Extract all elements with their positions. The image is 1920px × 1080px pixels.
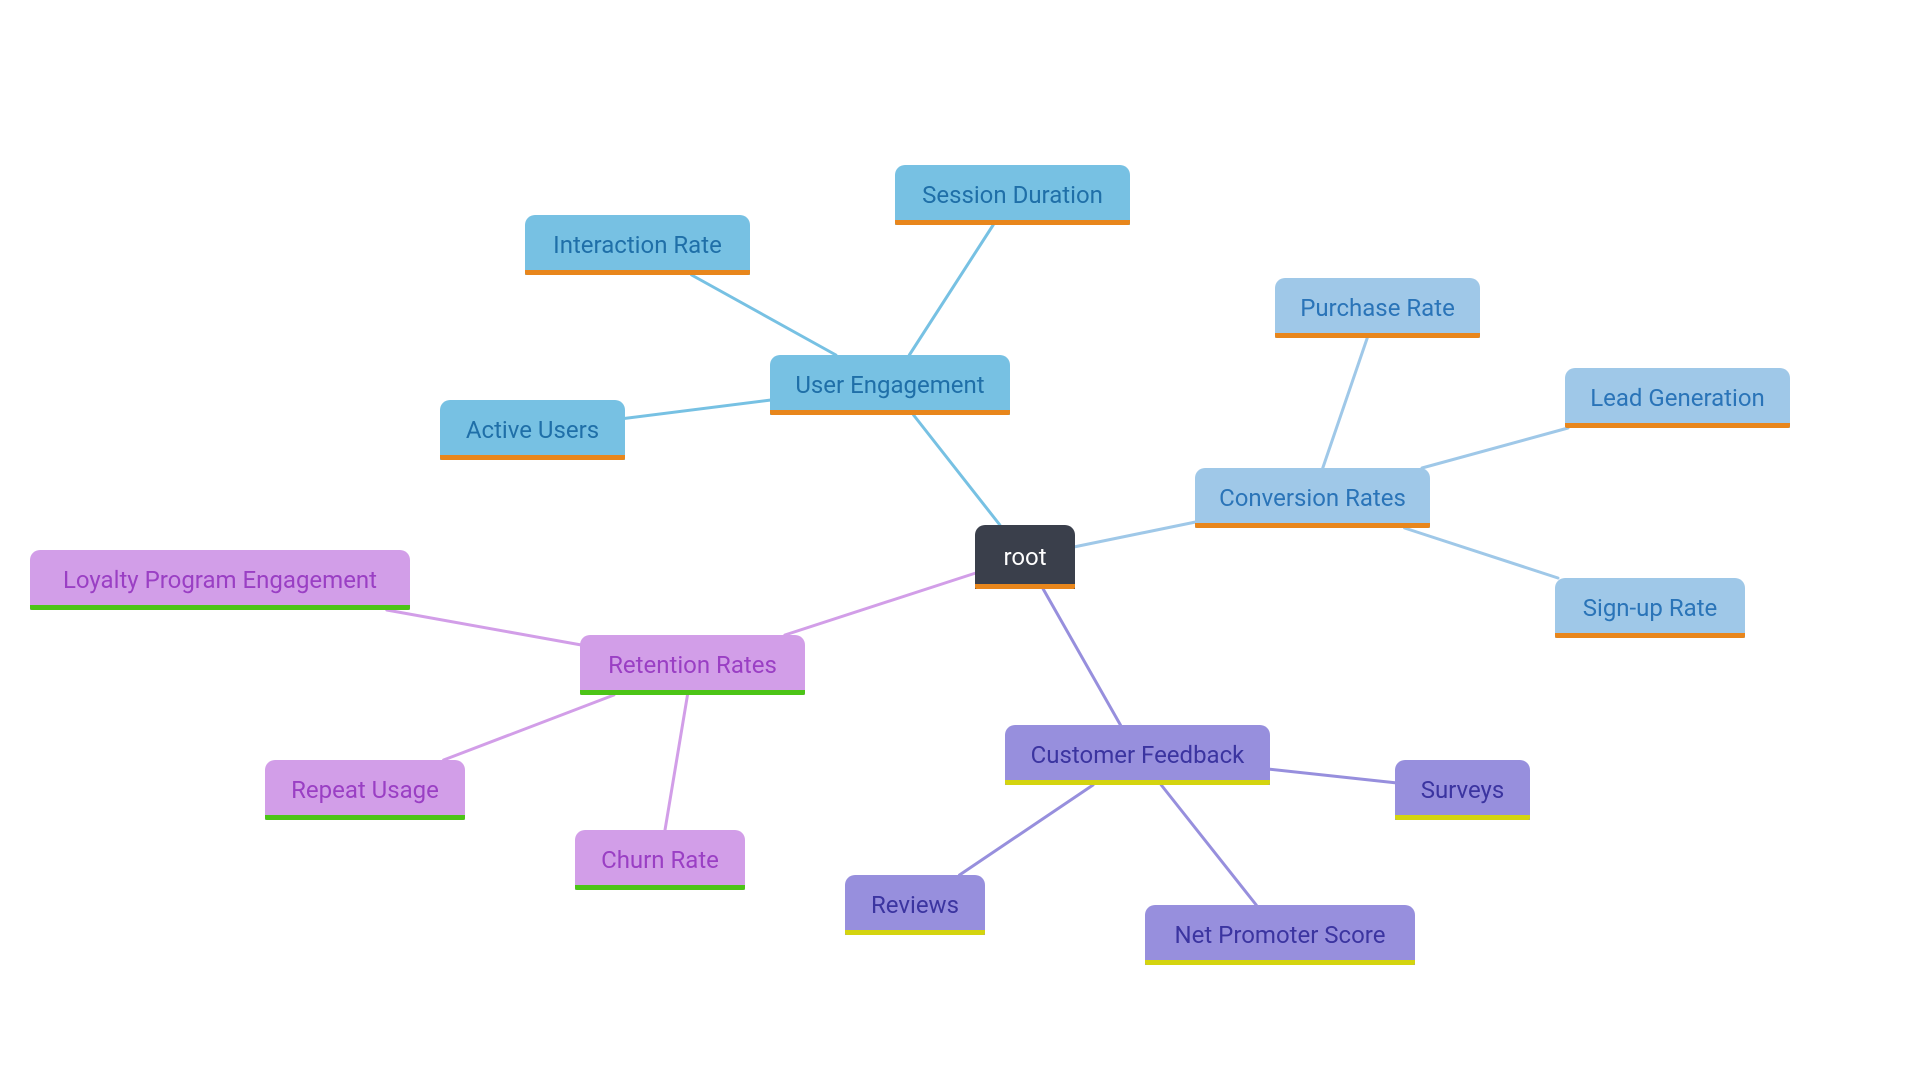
edge: [692, 275, 836, 355]
node-underline: [975, 584, 1075, 589]
node-underline: [845, 930, 985, 935]
node-lead_generation: Lead Generation: [1565, 368, 1790, 428]
node-surveys: Surveys: [1395, 760, 1530, 820]
node-label: Purchase Rate: [1300, 294, 1455, 322]
node-churn_rate: Churn Rate: [575, 830, 745, 890]
edge: [785, 573, 975, 635]
node-label: Net Promoter Score: [1175, 921, 1386, 949]
node-purchase_rate: Purchase Rate: [1275, 278, 1480, 338]
node-underline: [580, 690, 805, 695]
node-label: Surveys: [1421, 776, 1505, 804]
mindmap-canvas: root User Engagement Session Duration Inter…: [0, 0, 1920, 1080]
node-nps: Net Promoter Score: [1145, 905, 1415, 965]
edge: [909, 225, 993, 355]
node-underline: [575, 885, 745, 890]
node-underline: [770, 410, 1010, 415]
edge: [1075, 522, 1195, 547]
node-conversion_rates: Conversion Rates: [1195, 468, 1430, 528]
node-underline: [30, 605, 410, 610]
node-label: Loyalty Program Engagement: [63, 566, 377, 594]
node-underline: [525, 270, 750, 275]
node-retention_rates: Retention Rates: [580, 635, 805, 695]
edge: [1270, 769, 1395, 782]
node-underline: [1145, 960, 1415, 965]
node-active_users: Active Users: [440, 400, 625, 460]
node-underline: [1005, 780, 1270, 785]
node-label: Active Users: [466, 416, 599, 444]
node-underline: [1195, 523, 1430, 528]
edge: [1422, 428, 1568, 468]
node-label: root: [1003, 543, 1046, 571]
node-user_engagement: User Engagement: [770, 355, 1010, 415]
node-reviews: Reviews: [845, 875, 985, 935]
node-label: Sign-up Rate: [1583, 594, 1718, 622]
node-repeat_usage: Repeat Usage: [265, 760, 465, 820]
edge: [1405, 528, 1558, 578]
node-label: User Engagement: [795, 371, 984, 399]
node-label: Customer Feedback: [1031, 741, 1245, 769]
node-root: root: [975, 525, 1075, 589]
node-interaction_rate: Interaction Rate: [525, 215, 750, 275]
node-label: Churn Rate: [601, 846, 719, 874]
edge: [914, 415, 1000, 525]
edge: [1161, 785, 1256, 905]
node-underline: [440, 455, 625, 460]
edge: [665, 695, 688, 830]
node-customer_feedback: Customer Feedback: [1005, 725, 1270, 785]
node-underline: [1395, 815, 1530, 820]
node-underline: [1565, 423, 1790, 428]
node-underline: [1275, 333, 1480, 338]
edge: [1323, 338, 1367, 468]
node-label: Retention Rates: [608, 651, 777, 679]
node-underline: [895, 220, 1130, 225]
node-loyalty: Loyalty Program Engagement: [30, 550, 410, 610]
node-label: Reviews: [871, 891, 959, 919]
node-underline: [265, 815, 465, 820]
node-label: Lead Generation: [1590, 384, 1765, 412]
node-label: Session Duration: [922, 181, 1103, 209]
edge: [387, 610, 580, 645]
node-label: Repeat Usage: [291, 776, 439, 804]
node-signup_rate: Sign-up Rate: [1555, 578, 1745, 638]
node-label: Conversion Rates: [1219, 484, 1406, 512]
edge: [1043, 589, 1120, 725]
node-underline: [1555, 633, 1745, 638]
node-session_duration: Session Duration: [895, 165, 1130, 225]
edge: [444, 695, 614, 760]
edge: [960, 785, 1094, 875]
node-label: Interaction Rate: [553, 231, 722, 259]
edge: [625, 400, 770, 418]
